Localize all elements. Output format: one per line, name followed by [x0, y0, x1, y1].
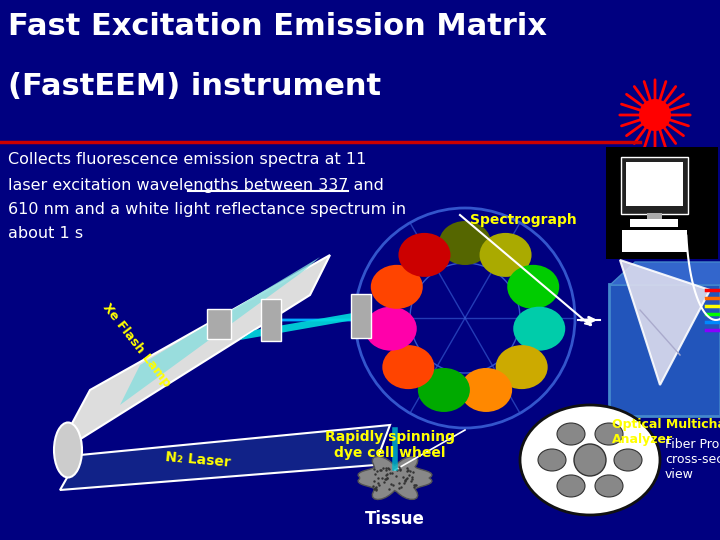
Text: about 1 s: about 1 s [8, 226, 83, 241]
FancyBboxPatch shape [621, 157, 688, 214]
Ellipse shape [365, 307, 417, 350]
Polygon shape [358, 456, 432, 500]
Text: Xe Flash Lamp: Xe Flash Lamp [100, 301, 174, 390]
Text: (FastEEM) instrument: (FastEEM) instrument [8, 72, 381, 101]
Ellipse shape [614, 449, 642, 471]
Polygon shape [240, 310, 370, 340]
Polygon shape [610, 262, 720, 285]
Text: N₂ Laser: N₂ Laser [165, 450, 231, 470]
Polygon shape [620, 260, 710, 385]
Ellipse shape [439, 221, 491, 265]
FancyBboxPatch shape [626, 162, 683, 206]
FancyBboxPatch shape [630, 219, 678, 227]
FancyBboxPatch shape [609, 284, 720, 416]
Text: Fiber Probe
cross-sectional
view: Fiber Probe cross-sectional view [665, 438, 720, 481]
Ellipse shape [495, 345, 548, 389]
Ellipse shape [398, 233, 451, 277]
Polygon shape [55, 255, 330, 455]
Text: Optical Multichannel
Analyzer: Optical Multichannel Analyzer [612, 418, 720, 446]
Circle shape [574, 444, 606, 476]
Text: Rapidly spinning
dye cell wheel: Rapidly spinning dye cell wheel [325, 430, 455, 460]
Ellipse shape [371, 265, 423, 309]
FancyBboxPatch shape [351, 294, 371, 338]
Ellipse shape [418, 368, 470, 412]
Text: 610 nm and a white light reflectance spectrum in: 610 nm and a white light reflectance spe… [8, 202, 406, 217]
FancyBboxPatch shape [207, 309, 231, 339]
Ellipse shape [513, 307, 565, 350]
FancyBboxPatch shape [647, 213, 662, 219]
Ellipse shape [54, 422, 82, 477]
FancyBboxPatch shape [622, 230, 687, 252]
Ellipse shape [595, 423, 623, 445]
Ellipse shape [557, 423, 585, 445]
Text: laser excitation wavelengths between 337 and: laser excitation wavelengths between 337… [8, 178, 384, 193]
FancyBboxPatch shape [261, 299, 281, 341]
Ellipse shape [595, 475, 623, 497]
Polygon shape [60, 425, 390, 490]
Ellipse shape [557, 475, 585, 497]
Ellipse shape [480, 233, 531, 277]
Polygon shape [120, 257, 320, 405]
Text: Collects fluorescence emission spectra at 11: Collects fluorescence emission spectra a… [8, 152, 366, 167]
Ellipse shape [520, 405, 660, 515]
Ellipse shape [382, 345, 434, 389]
Text: Spectrograph: Spectrograph [470, 213, 577, 227]
Text: Fast Excitation Emission Matrix: Fast Excitation Emission Matrix [8, 12, 547, 41]
Circle shape [639, 99, 671, 131]
Ellipse shape [507, 265, 559, 309]
Text: Tissue: Tissue [365, 510, 425, 528]
Ellipse shape [460, 368, 512, 412]
FancyBboxPatch shape [606, 147, 718, 259]
Ellipse shape [538, 449, 566, 471]
